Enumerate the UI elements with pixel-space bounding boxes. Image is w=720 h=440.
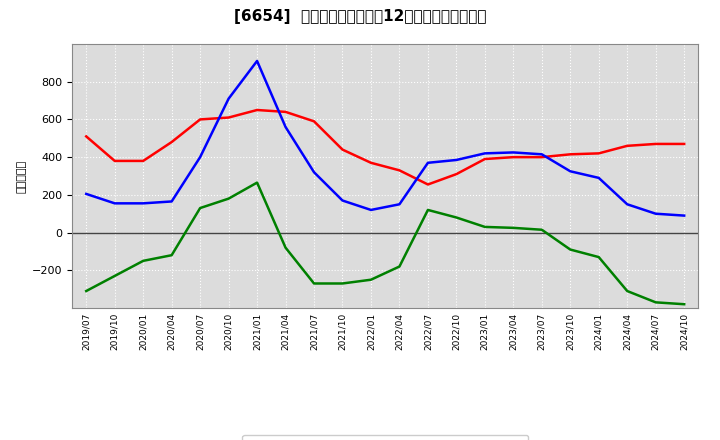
投資CF xyxy=(680,301,688,307)
投資CF xyxy=(480,224,489,230)
営業CF xyxy=(167,139,176,145)
投資CF xyxy=(225,196,233,201)
Legend: 営業CF, 投資CF, フリーCF: 営業CF, 投資CF, フリーCF xyxy=(242,435,528,440)
フリーCF xyxy=(595,175,603,180)
フリーCF xyxy=(652,211,660,216)
フリーCF xyxy=(509,150,518,155)
営業CF xyxy=(225,115,233,120)
営業CF xyxy=(253,107,261,113)
投資CF xyxy=(423,207,432,213)
フリーCF xyxy=(452,158,461,163)
営業CF xyxy=(452,172,461,177)
投資CF xyxy=(338,281,347,286)
投資CF xyxy=(366,277,375,282)
フリーCF xyxy=(253,59,261,64)
フリーCF xyxy=(310,169,318,175)
投資CF xyxy=(395,264,404,269)
投資CF xyxy=(167,253,176,258)
営業CF xyxy=(82,134,91,139)
営業CF xyxy=(282,109,290,114)
営業CF xyxy=(566,152,575,157)
営業CF xyxy=(423,182,432,187)
Text: [6654]  キャッシュフローの12か月移動合計の推移: [6654] キャッシュフローの12か月移動合計の推移 xyxy=(234,9,486,24)
営業CF xyxy=(480,156,489,161)
営業CF xyxy=(509,154,518,160)
投資CF xyxy=(82,288,91,293)
営業CF xyxy=(110,158,119,164)
投資CF xyxy=(139,258,148,264)
投資CF xyxy=(623,288,631,293)
フリーCF xyxy=(623,202,631,207)
Y-axis label: （百万円）: （百万円） xyxy=(17,159,26,193)
フリーCF xyxy=(225,96,233,101)
フリーCF xyxy=(82,191,91,197)
フリーCF xyxy=(366,207,375,213)
営業CF xyxy=(139,158,148,164)
投資CF xyxy=(282,245,290,250)
営業CF xyxy=(623,143,631,148)
営業CF xyxy=(537,154,546,160)
営業CF xyxy=(338,147,347,152)
投資CF xyxy=(566,247,575,252)
投資CF xyxy=(509,225,518,231)
フリーCF xyxy=(139,201,148,206)
営業CF xyxy=(652,141,660,147)
フリーCF xyxy=(395,202,404,207)
Line: 営業CF: 営業CF xyxy=(86,110,684,184)
フリーCF xyxy=(680,213,688,218)
営業CF xyxy=(680,141,688,147)
営業CF xyxy=(310,119,318,124)
投資CF xyxy=(452,215,461,220)
フリーCF xyxy=(282,125,290,130)
営業CF xyxy=(395,168,404,173)
投資CF xyxy=(310,281,318,286)
投資CF xyxy=(537,227,546,232)
営業CF xyxy=(595,151,603,156)
投資CF xyxy=(595,254,603,260)
フリーCF xyxy=(196,154,204,160)
投資CF xyxy=(652,300,660,305)
フリーCF xyxy=(480,151,489,156)
営業CF xyxy=(196,117,204,122)
営業CF xyxy=(366,160,375,165)
フリーCF xyxy=(167,199,176,204)
Line: フリーCF: フリーCF xyxy=(86,61,684,216)
投資CF xyxy=(253,180,261,185)
Line: 投資CF: 投資CF xyxy=(86,183,684,304)
投資CF xyxy=(196,205,204,211)
投資CF xyxy=(110,273,119,279)
フリーCF xyxy=(338,198,347,203)
フリーCF xyxy=(423,160,432,165)
フリーCF xyxy=(537,152,546,157)
フリーCF xyxy=(110,201,119,206)
フリーCF xyxy=(566,169,575,174)
